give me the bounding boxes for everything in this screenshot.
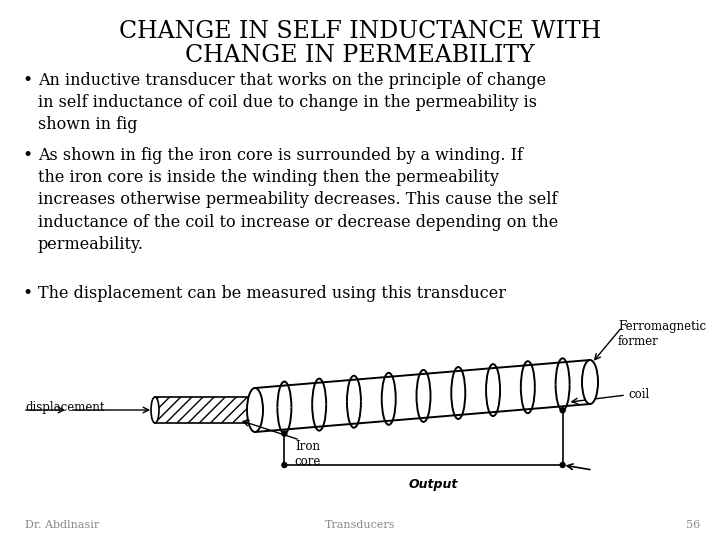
Text: •: • xyxy=(22,285,32,302)
Bar xyxy=(155,397,259,423)
Circle shape xyxy=(282,462,287,468)
Circle shape xyxy=(282,431,287,436)
Text: •: • xyxy=(22,147,32,164)
Text: Transducers: Transducers xyxy=(325,520,395,530)
Text: Output: Output xyxy=(409,478,458,491)
Text: Ferromagnetic
former: Ferromagnetic former xyxy=(618,320,706,348)
Circle shape xyxy=(560,462,565,468)
Circle shape xyxy=(560,408,565,413)
Ellipse shape xyxy=(151,397,159,423)
Text: Dr. Abdlnasir: Dr. Abdlnasir xyxy=(25,520,99,530)
Text: An inductive transducer that works on the principle of change
in self inductance: An inductive transducer that works on th… xyxy=(38,72,546,133)
Text: •: • xyxy=(22,72,32,89)
Text: displacement: displacement xyxy=(25,401,104,414)
Text: As shown in fig the iron core is surrounded by a winding. If
the iron core is in: As shown in fig the iron core is surroun… xyxy=(38,147,558,253)
Ellipse shape xyxy=(247,388,263,432)
Text: The displacement can be measured using this transducer: The displacement can be measured using t… xyxy=(38,285,506,302)
Text: 56: 56 xyxy=(685,520,700,530)
Ellipse shape xyxy=(582,360,598,404)
Text: CHANGE IN PERMEABILITY: CHANGE IN PERMEABILITY xyxy=(185,44,535,67)
Text: coil: coil xyxy=(628,388,649,402)
Text: Iron
core: Iron core xyxy=(294,440,321,468)
Text: CHANGE IN SELF INDUCTANCE WITH: CHANGE IN SELF INDUCTANCE WITH xyxy=(119,20,601,43)
